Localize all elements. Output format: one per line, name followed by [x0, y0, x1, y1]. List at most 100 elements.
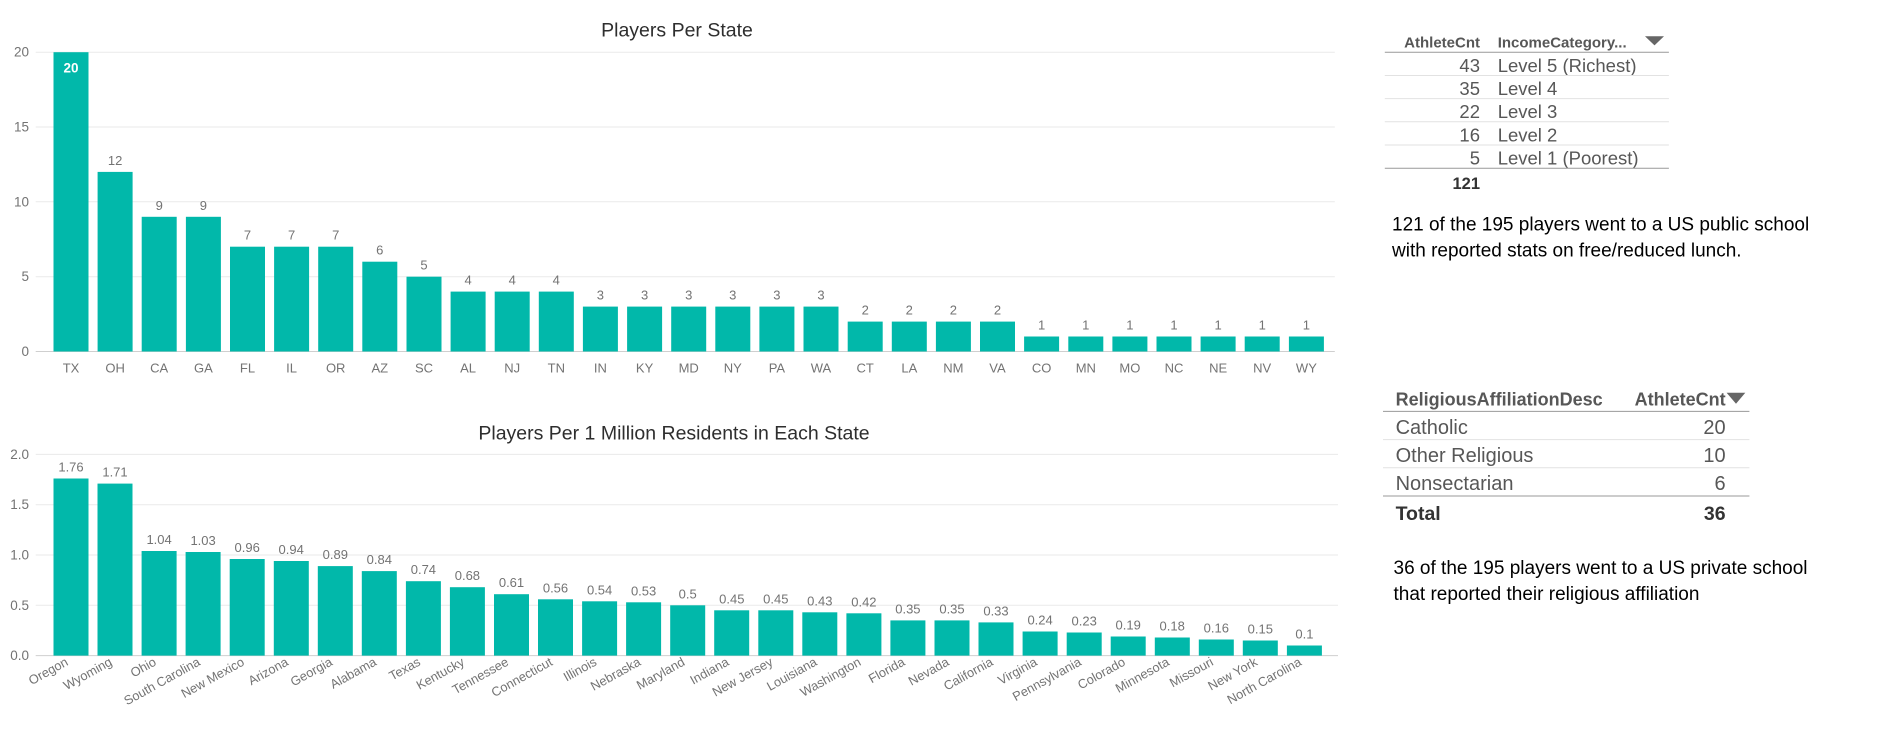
svg-text:OH: OH: [105, 361, 125, 376]
svg-text:KY: KY: [636, 361, 654, 376]
svg-text:Players Per State: Players Per State: [601, 20, 753, 42]
svg-text:6: 6: [376, 243, 383, 258]
svg-text:20: 20: [63, 61, 78, 76]
svg-text:9: 9: [200, 198, 207, 213]
svg-text:NY: NY: [724, 361, 742, 376]
svg-text:15: 15: [14, 120, 29, 135]
svg-text:NM: NM: [943, 361, 963, 376]
svg-text:Other Religious: Other Religious: [1396, 445, 1534, 467]
svg-text:20: 20: [1703, 417, 1725, 439]
svg-text:3: 3: [641, 288, 648, 303]
svg-text:AthleteCnt: AthleteCnt: [1635, 390, 1726, 410]
svg-text:1.0: 1.0: [10, 548, 29, 563]
svg-text:1: 1: [1303, 318, 1310, 333]
svg-text:0.19: 0.19: [1116, 618, 1141, 633]
svg-text:0.84: 0.84: [367, 552, 392, 567]
svg-text:1: 1: [1214, 318, 1221, 333]
svg-text:4: 4: [464, 273, 471, 288]
svg-text:9: 9: [156, 198, 163, 213]
svg-text:AZ: AZ: [371, 361, 388, 376]
svg-text:AthleteCnt: AthleteCnt: [1404, 35, 1480, 52]
svg-text:0.23: 0.23: [1072, 614, 1097, 629]
svg-text:0.35: 0.35: [895, 601, 920, 616]
svg-text:3: 3: [685, 288, 692, 303]
svg-text:LA: LA: [901, 361, 917, 376]
svg-text:0.5: 0.5: [10, 598, 29, 613]
svg-text:0.5: 0.5: [679, 586, 697, 601]
svg-text:0: 0: [21, 344, 29, 359]
svg-text:0.24: 0.24: [1027, 613, 1052, 628]
svg-text:ReligiousAffiliationDesc: ReligiousAffiliationDesc: [1396, 390, 1603, 410]
svg-text:Level 2: Level 2: [1498, 124, 1558, 145]
svg-text:1: 1: [1170, 318, 1177, 333]
svg-text:1: 1: [1126, 318, 1133, 333]
svg-text:4: 4: [553, 273, 560, 288]
svg-text:MN: MN: [1076, 361, 1096, 376]
svg-text:1.03: 1.03: [190, 533, 215, 548]
svg-text:WY: WY: [1296, 361, 1317, 376]
svg-text:0.53: 0.53: [631, 583, 656, 598]
svg-text:NV: NV: [1253, 361, 1271, 376]
svg-text:4: 4: [509, 273, 516, 288]
svg-text:IL: IL: [286, 361, 297, 376]
svg-text:NE: NE: [1209, 361, 1227, 376]
svg-text:12: 12: [108, 153, 122, 168]
svg-text:0.54: 0.54: [587, 582, 612, 597]
svg-text:NJ: NJ: [504, 361, 520, 376]
svg-text:6: 6: [1714, 473, 1725, 495]
svg-text:0.61: 0.61: [499, 575, 524, 590]
svg-text:OR: OR: [326, 361, 346, 376]
svg-text:2: 2: [862, 303, 869, 318]
svg-text:5: 5: [1470, 148, 1480, 169]
svg-text:AL: AL: [460, 361, 476, 376]
svg-text:20: 20: [14, 45, 29, 60]
svg-text:0.68: 0.68: [455, 568, 480, 583]
svg-text:VA: VA: [989, 361, 1006, 376]
svg-text:1.71: 1.71: [102, 465, 127, 480]
svg-text:1.5: 1.5: [10, 497, 29, 512]
svg-text:1: 1: [1082, 318, 1089, 333]
svg-text:0.42: 0.42: [851, 594, 876, 609]
svg-text:0.96: 0.96: [235, 540, 260, 555]
svg-text:CA: CA: [150, 361, 168, 376]
svg-text:3: 3: [817, 288, 824, 303]
svg-text:35: 35: [1459, 78, 1480, 99]
svg-text:TN: TN: [548, 361, 565, 376]
svg-text:Level 5 (Richest): Level 5 (Richest): [1498, 55, 1637, 76]
svg-text:Nonsectarian: Nonsectarian: [1396, 473, 1514, 495]
svg-text:0.35: 0.35: [939, 601, 964, 616]
svg-text:0.18: 0.18: [1160, 619, 1185, 634]
svg-text:0.89: 0.89: [323, 547, 348, 562]
svg-text:Players Per 1 Million Resident: Players Per 1 Million Residents in Each …: [478, 423, 869, 445]
svg-text:5: 5: [420, 258, 427, 273]
svg-text:with reported stats on free/re: with reported stats on free/reduced lunc…: [1391, 240, 1742, 261]
svg-text:2: 2: [950, 303, 957, 318]
svg-text:7: 7: [288, 228, 295, 243]
svg-text:Catholic: Catholic: [1396, 417, 1468, 439]
svg-text:0.45: 0.45: [719, 591, 744, 606]
svg-text:5: 5: [21, 269, 29, 284]
svg-text:PA: PA: [769, 361, 786, 376]
svg-text:3: 3: [729, 288, 736, 303]
svg-text:0.15: 0.15: [1248, 622, 1273, 637]
svg-text:0.33: 0.33: [983, 603, 1008, 618]
svg-text:22: 22: [1459, 101, 1480, 122]
svg-text:121 of the 195 players went to: 121 of the 195 players went to a US publ…: [1392, 214, 1809, 235]
svg-text:TX: TX: [63, 361, 80, 376]
svg-text:IncomeCategory...: IncomeCategory...: [1498, 35, 1627, 52]
svg-text:36 of the 195 players went to: 36 of the 195 players went to a US priva…: [1394, 558, 1808, 579]
svg-text:MD: MD: [679, 361, 699, 376]
svg-text:10: 10: [1703, 445, 1725, 467]
svg-text:WA: WA: [811, 361, 832, 376]
svg-text:7: 7: [332, 228, 339, 243]
svg-text:Level 1 (Poorest): Level 1 (Poorest): [1498, 148, 1639, 169]
svg-text:1.76: 1.76: [58, 460, 83, 475]
svg-text:43: 43: [1459, 55, 1480, 76]
svg-text:10: 10: [14, 194, 29, 209]
svg-text:1.04: 1.04: [146, 532, 171, 547]
svg-text:0.16: 0.16: [1204, 621, 1229, 636]
svg-text:GA: GA: [194, 361, 213, 376]
svg-text:1: 1: [1259, 318, 1266, 333]
svg-text:0.74: 0.74: [411, 562, 436, 577]
svg-text:0.43: 0.43: [807, 593, 832, 608]
